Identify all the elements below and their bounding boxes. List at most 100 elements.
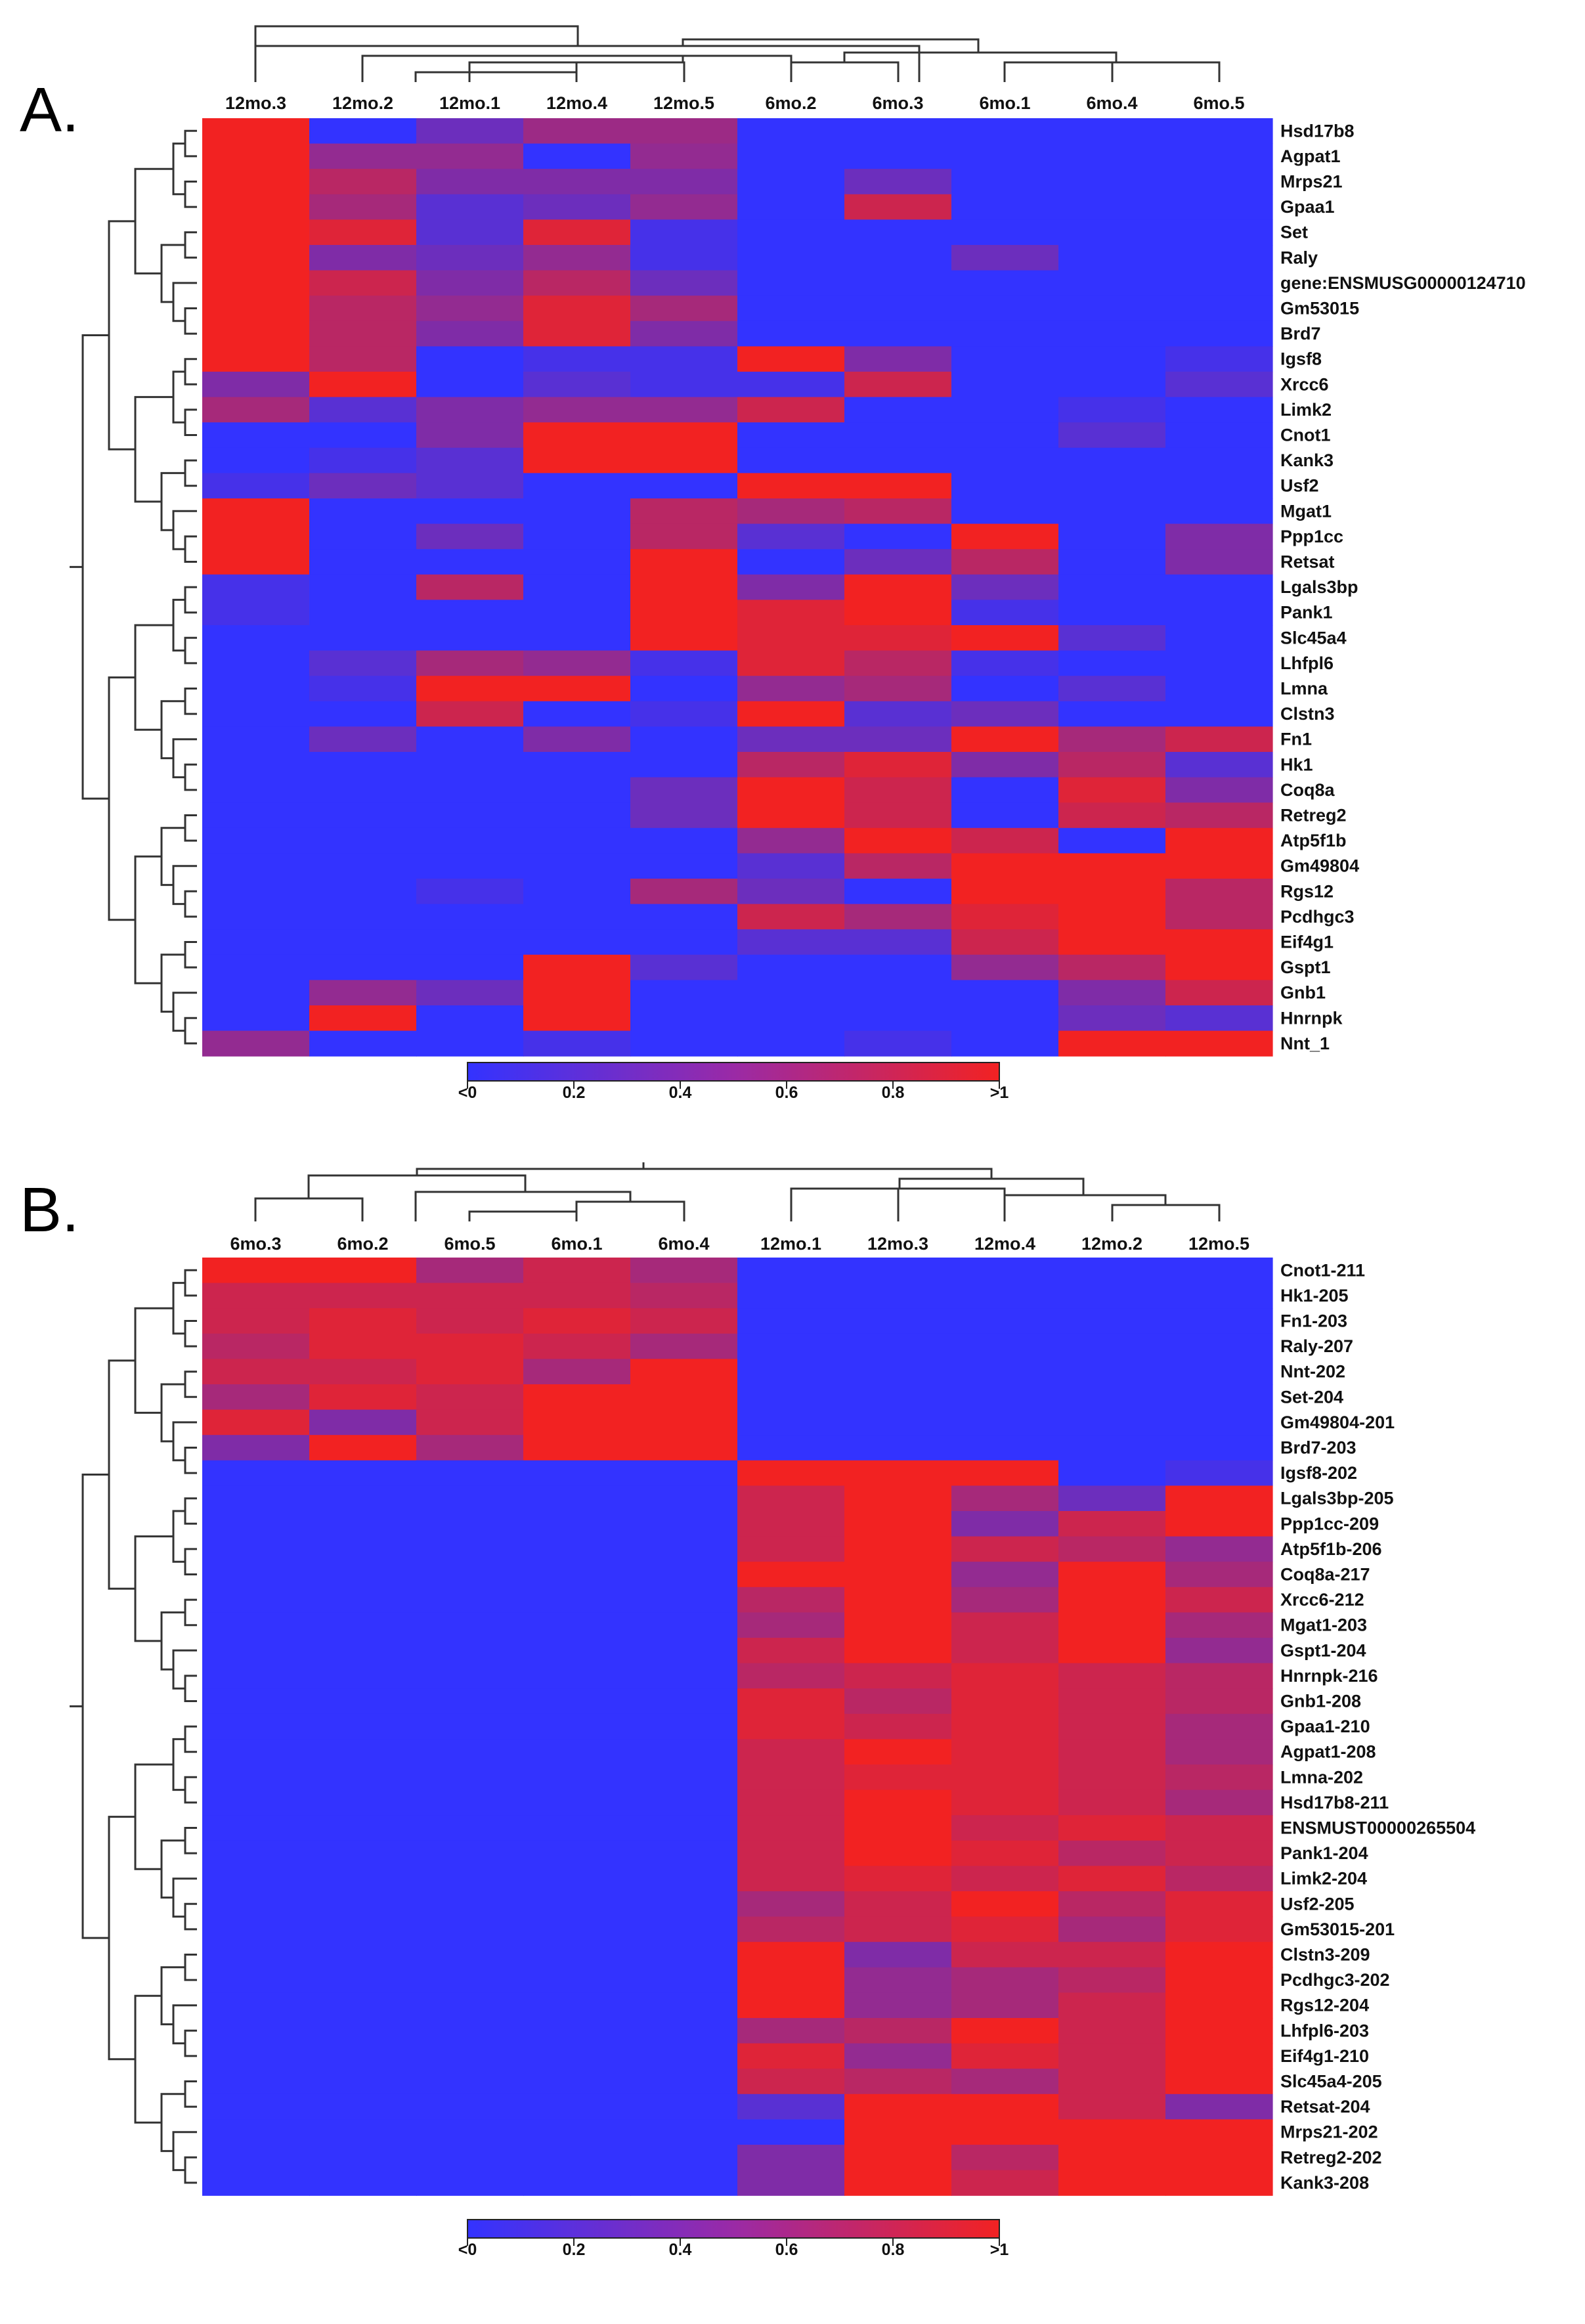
heatmap-cell (309, 625, 417, 651)
heatmap-cell (737, 346, 845, 372)
heatmap-cell (309, 1435, 417, 1461)
heatmap-cell (523, 1967, 631, 1993)
heatmap-cell (737, 296, 845, 322)
heatmap-cell (844, 1359, 952, 1385)
heatmap-cell (309, 118, 417, 144)
dendrogram-branch (184, 1725, 197, 1753)
heatmap-cell (844, 1562, 952, 1588)
dendrogram-branch (184, 2080, 197, 2108)
heatmap-cell (630, 777, 738, 803)
heatmap-cell (309, 574, 417, 600)
heatmap-cell (844, 473, 952, 499)
heatmap-cell (737, 827, 845, 854)
heatmap-cell (202, 1942, 310, 1968)
heatmap-cell (416, 1891, 524, 1918)
heatmap-cell (737, 676, 845, 702)
dendrogram-branch (134, 1994, 162, 2124)
heatmap-cell (737, 118, 845, 144)
heatmap-cell (951, 1612, 1059, 1638)
heatmap-cell (416, 625, 524, 651)
heatmap-cell (1165, 1005, 1273, 1032)
heatmap-cell (523, 523, 631, 550)
heatmap-cell (309, 2043, 417, 2069)
heatmap-cell (202, 1967, 310, 1993)
heatmap-cell (630, 397, 738, 423)
heatmap-cell (844, 2094, 952, 2120)
heatmap-cell (1058, 1359, 1166, 1385)
heatmap-cell (630, 1942, 738, 1968)
heatmap-cell (630, 1409, 738, 1436)
heatmap-cell (416, 777, 524, 803)
heatmap-cell (737, 1435, 845, 1461)
colorbar-gradient (467, 2219, 1000, 2239)
dendrogram-branch (575, 1200, 685, 1221)
heatmap-cell (951, 726, 1059, 753)
heatmap-cell (202, 2094, 310, 2120)
heatmap-cell (951, 296, 1059, 322)
row-label: Limk2-204 (1280, 1869, 1367, 1889)
heatmap-cell (309, 827, 417, 854)
heatmap-cell (416, 2094, 524, 2120)
heatmap-cell (630, 118, 738, 144)
heatmap-cell (951, 1789, 1059, 1816)
heatmap-cell (737, 498, 845, 525)
row-label: Gm49804 (1280, 856, 1359, 876)
heatmap-cell (844, 701, 952, 727)
heatmap-cell (737, 143, 845, 169)
dendrogram-branch (184, 1902, 197, 1931)
heatmap-cell (630, 676, 738, 702)
heatmap-cell (630, 143, 738, 169)
heatmap-cell (737, 473, 845, 499)
heatmap-cell (416, 2018, 524, 2044)
heatmap-cell (1165, 397, 1273, 423)
heatmap-cell (1058, 1713, 1166, 1740)
heatmap-cell (844, 1992, 952, 2019)
heatmap-cell (309, 701, 417, 727)
heatmap-cell (523, 1765, 631, 1791)
heatmap-cell (1058, 1536, 1166, 1562)
heatmap-cell (416, 676, 524, 702)
row-label: Mgat1 (1280, 501, 1332, 521)
heatmap-cell (416, 904, 524, 930)
column-label: 6mo.3 (872, 93, 923, 113)
heatmap-cell (1058, 1005, 1166, 1032)
heatmap-cell (1058, 320, 1166, 347)
heatmap-cell (1165, 1967, 1273, 1993)
colorbar-tick-label: 0.4 (669, 2241, 692, 2259)
heatmap-cell (416, 929, 524, 955)
heatmap-cell (630, 752, 738, 778)
heatmap-cell (737, 169, 845, 195)
heatmap-cell (1165, 802, 1273, 829)
heatmap-cell (523, 397, 631, 423)
heatmap-cell (523, 219, 631, 246)
heatmap-cell (202, 625, 310, 651)
row-label: Mrps21 (1280, 172, 1343, 192)
heatmap-cell (1058, 1739, 1166, 1765)
heatmap-cell (1058, 600, 1166, 626)
heatmap-cell (416, 194, 524, 220)
heatmap-cell (202, 169, 310, 195)
heatmap-cell (202, 1005, 310, 1032)
heatmap-cell (1165, 422, 1273, 449)
heatmap-cell (630, 1840, 738, 1866)
heatmap-cell (951, 1511, 1059, 1537)
heatmap-cell (630, 954, 738, 980)
heatmap-cell (523, 118, 631, 144)
heatmap-cell (309, 802, 417, 829)
dendrogram-branch (172, 370, 185, 424)
heatmap-cell (844, 296, 952, 322)
heatmap-cell (1058, 397, 1166, 423)
heatmap-cell (202, 1359, 310, 1385)
heatmap-cell (1058, 1612, 1166, 1638)
heatmap-cell (630, 523, 738, 550)
heatmap-cell (309, 904, 417, 930)
row-label: Coq8a (1280, 780, 1335, 800)
heatmap-cell (951, 422, 1059, 449)
heatmap-cell (309, 1638, 417, 1664)
heatmap-cell (844, 2145, 952, 2171)
row-label: Hsd17b8 (1280, 121, 1355, 141)
heatmap-cell (1058, 1789, 1166, 1816)
heatmap-cell (416, 1283, 524, 1309)
heatmap-cell (844, 1612, 952, 1638)
heatmap-cell (309, 2170, 417, 2196)
